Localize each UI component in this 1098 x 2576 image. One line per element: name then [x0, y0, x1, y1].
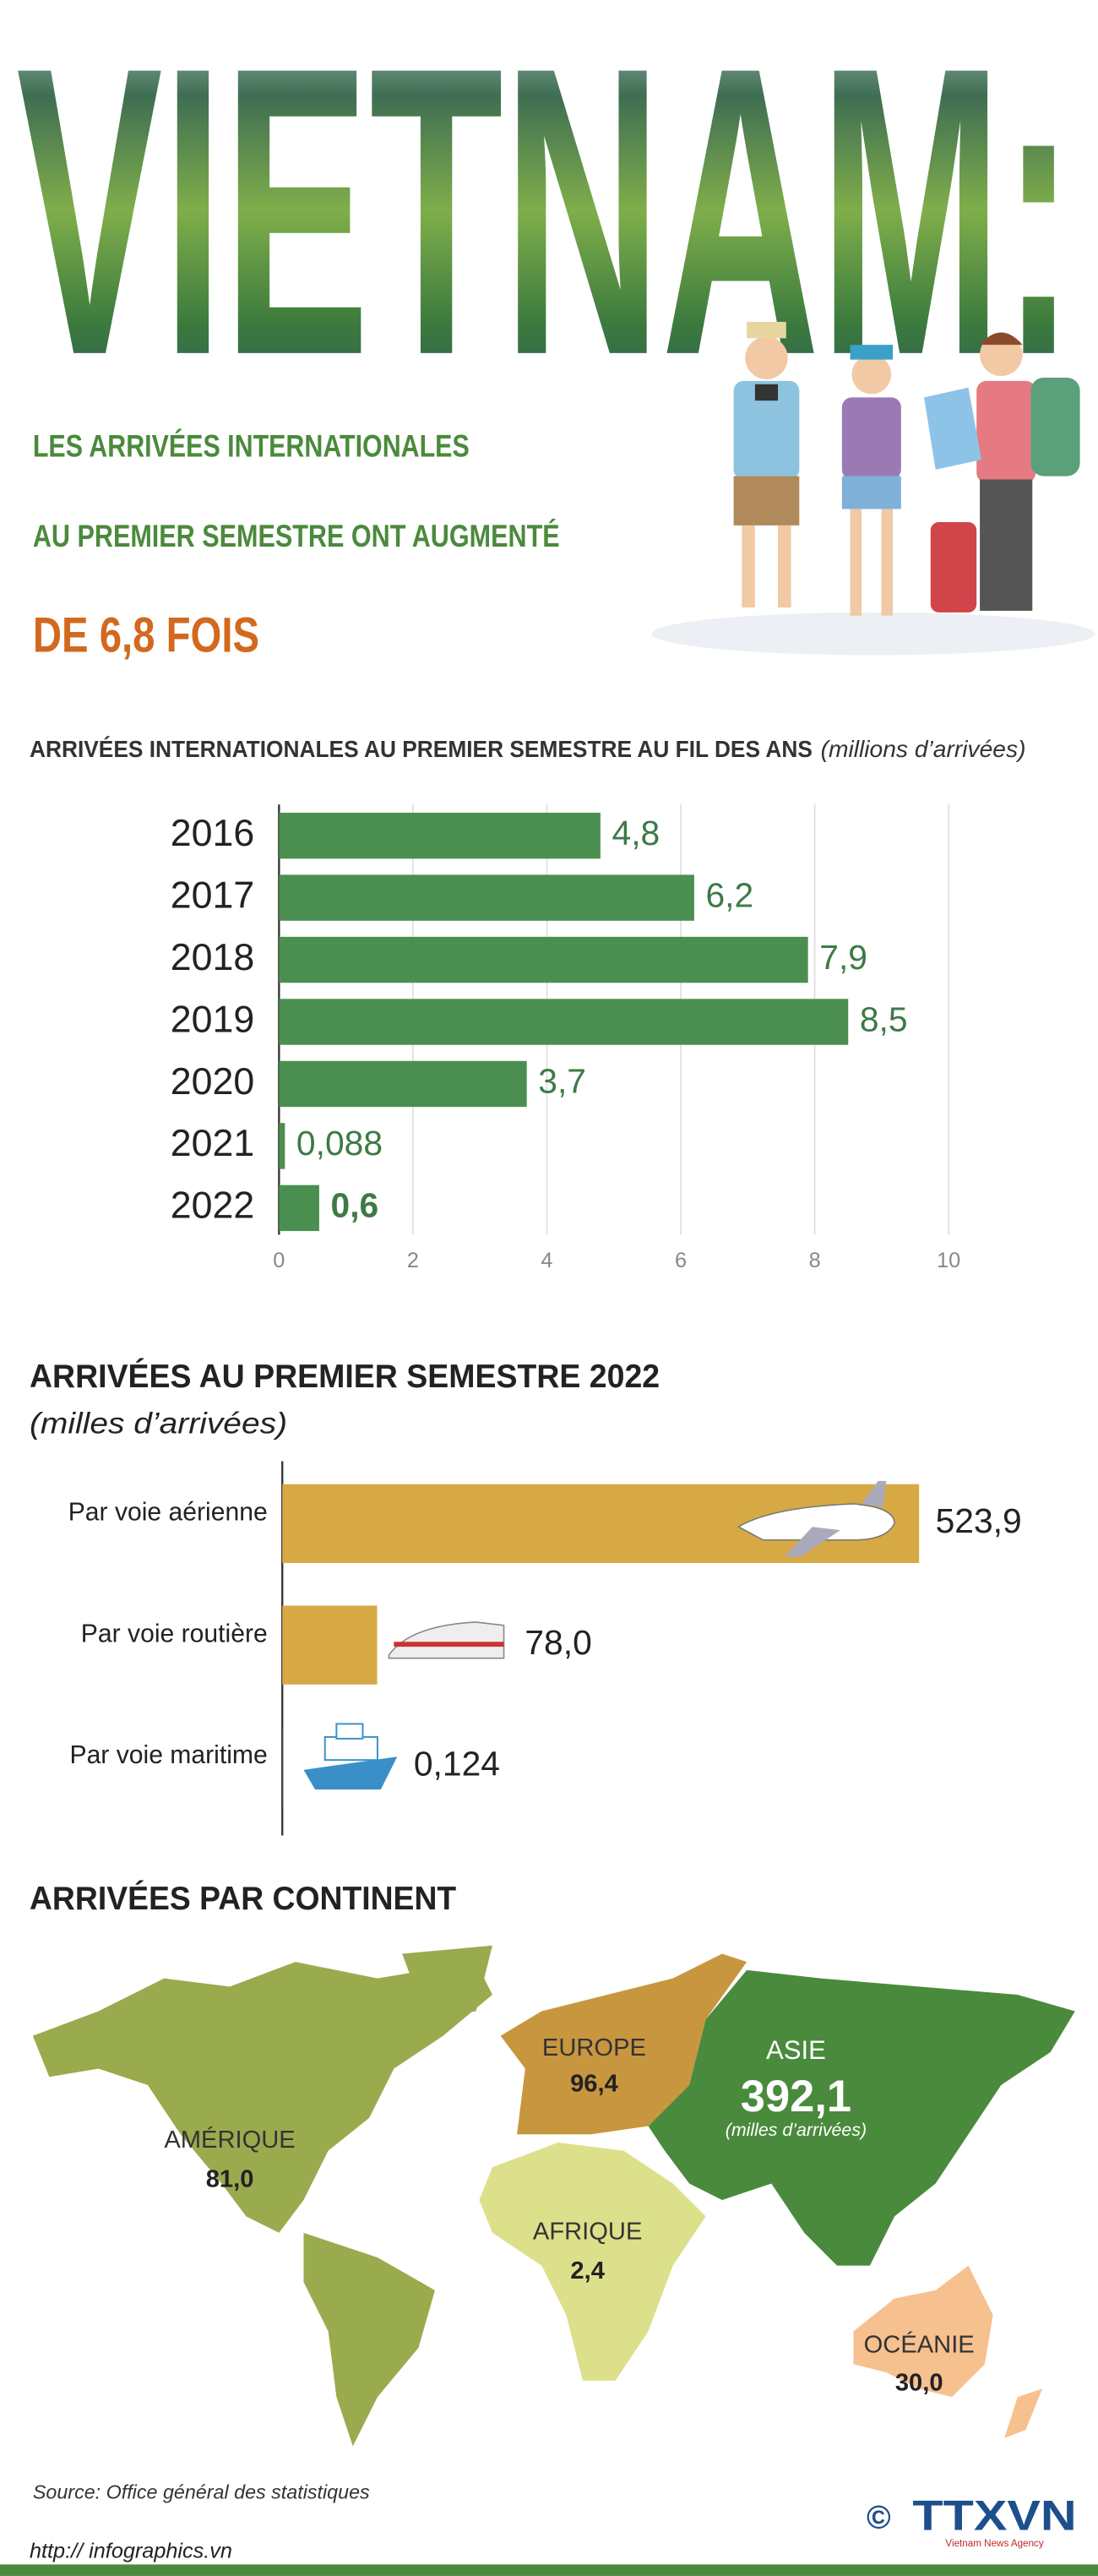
value-label: 6,2 — [705, 875, 753, 914]
headline: LES ARRIVÉES INTERNATIONALES — [33, 428, 470, 463]
ship-icon — [303, 1723, 398, 1790]
logo-mark: © — [867, 2500, 891, 2536]
x-tick-label: 6 — [675, 1249, 687, 1272]
plane-icon — [737, 1480, 895, 1557]
x-tick-label: 0 — [273, 1249, 285, 1272]
category-label: 2018 — [171, 937, 254, 978]
value-label: 8,5 — [860, 999, 908, 1038]
icons — [303, 1480, 895, 1790]
category-label: 2017 — [171, 874, 254, 916]
main-title: VIETNAM: — [16, 0, 1074, 440]
category-label: 2020 — [171, 1061, 254, 1103]
logo-tagline: Vietnam News Agency — [945, 2538, 1043, 2549]
category-label: Par voie routière — [81, 1620, 268, 1647]
source: Source: Office général des statistiques — [33, 2481, 370, 2503]
x-tick-label: 2 — [407, 1249, 419, 1272]
x-tick-label: 8 — [809, 1249, 821, 1272]
oceania-shape — [853, 2265, 1042, 2438]
headline-highlight: DE 6,8 FOIS — [33, 608, 259, 663]
tourists-illustration — [651, 321, 1095, 656]
value-label: 3,7 — [538, 1062, 586, 1101]
bar — [282, 1605, 378, 1685]
continent-value: 30,0 — [895, 2369, 943, 2396]
train-icon — [388, 1621, 505, 1659]
continent-name: AFRIQUE — [533, 2219, 642, 2246]
category-label: 2021 — [171, 1123, 254, 1164]
continent-value: 392,1 — [741, 2072, 851, 2121]
continent-value: 96,4 — [570, 2071, 618, 2098]
value-label: 0,6 — [331, 1186, 379, 1225]
chart-subtitle: (milles d’arrivées) — [30, 1407, 287, 1440]
asia-shape — [648, 1969, 1075, 2266]
x-tick-label: 10 — [937, 1249, 960, 1272]
logo: TTXVN — [912, 2492, 1076, 2540]
continent-value: 81,0 — [206, 2165, 254, 2192]
x-tick-label: 4 — [541, 1249, 552, 1272]
footer-bar — [0, 2564, 1098, 2576]
world-map: ARRIVÉES PAR CONTINENT EUROPE 96,4 ASIE … — [30, 1880, 1075, 2447]
category-label: Par voie aérienne — [68, 1499, 268, 1527]
bar — [279, 936, 808, 983]
value-label: 0,088 — [296, 1124, 383, 1163]
bar — [279, 1185, 319, 1232]
value-label: 78,0 — [525, 1623, 591, 1662]
chart-arrivals-by-year: ARRIVÉES INTERNATIONALES AU PREMIER SEME… — [30, 735, 1026, 1272]
bar — [279, 874, 694, 921]
continent-value: 2,4 — [570, 2257, 605, 2285]
chart-arrivals-by-mode: ARRIVÉES AU PREMIER SEMESTRE 2022 (mille… — [30, 1358, 1022, 1836]
category-label: Par voie maritime — [69, 1741, 267, 1769]
continent-unit: (milles d’arrivées) — [726, 2120, 867, 2140]
bar — [279, 812, 601, 859]
headline: AU PREMIER SEMESTRE ONT AUGMENTÉ — [33, 519, 560, 553]
value-label: 7,9 — [819, 938, 867, 977]
category-label: 2022 — [171, 1185, 254, 1227]
continent-name: OCÉANIE — [864, 2331, 975, 2359]
category-label: 2016 — [171, 813, 254, 854]
chart-title: ARRIVÉES INTERNATIONALES AU PREMIER SEME… — [30, 735, 813, 762]
america-shape — [32, 1945, 492, 2447]
value-label: 0,124 — [414, 1745, 500, 1784]
header: VIETNAM: LES ARRIVÉES INTERNATIONALES AU… — [16, 0, 1095, 663]
url: http:// infographics.vn — [30, 2540, 232, 2563]
continent-name: AMÉRIQUE — [164, 2126, 295, 2154]
category-label: 2019 — [171, 999, 254, 1040]
footer: Source: Office général des statistiques … — [0, 2481, 1098, 2576]
value-label: 4,8 — [612, 814, 660, 852]
continent-name: EUROPE — [542, 2034, 646, 2061]
chart-subtitle: (millions d’arrivées) — [821, 735, 1026, 762]
africa-shape — [479, 2142, 706, 2381]
continent-name: ASIE — [766, 2035, 826, 2065]
chart-title: ARRIVÉES AU PREMIER SEMESTRE 2022 — [30, 1358, 660, 1395]
bar — [279, 1060, 527, 1108]
map-title: ARRIVÉES PAR CONTINENT — [30, 1880, 456, 1917]
value-label: 523,9 — [936, 1501, 1022, 1540]
bar — [279, 999, 849, 1045]
bar — [279, 1123, 285, 1169]
